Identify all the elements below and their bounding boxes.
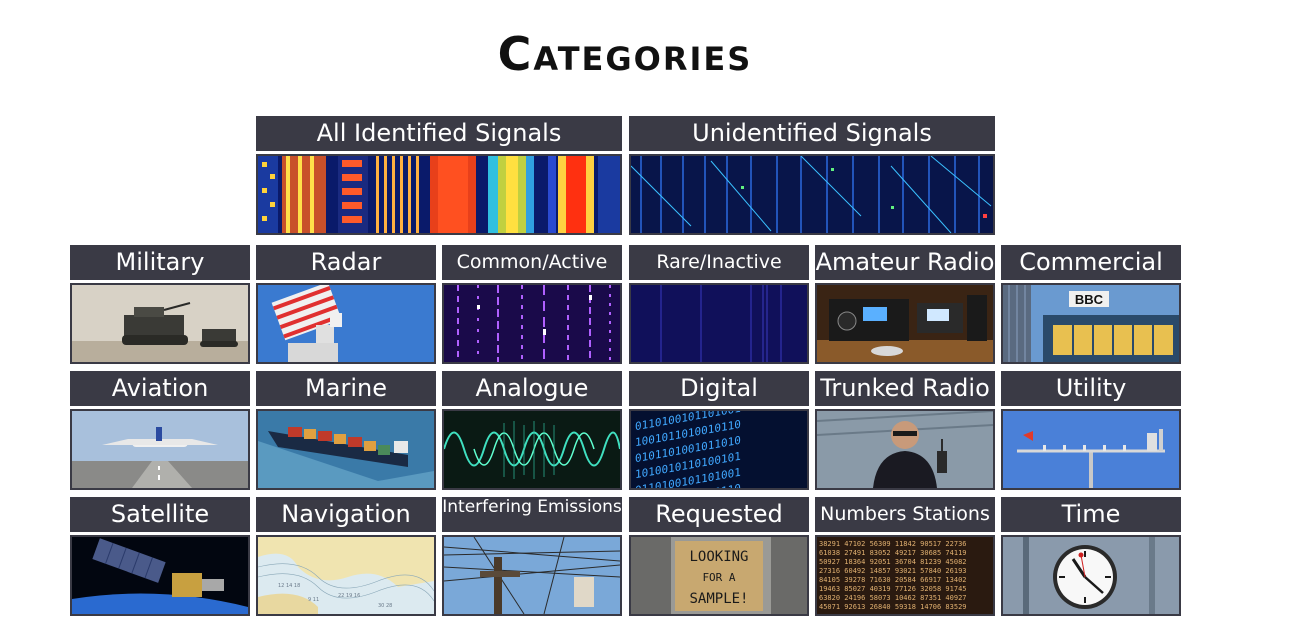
category-label: Military [70, 245, 250, 280]
category-numbers-stations[interactable]: Numbers Stations 38291 47102 56309 11842… [815, 497, 995, 618]
category-label: Utility [1001, 371, 1181, 406]
bbc-sign-text: BBC [1075, 292, 1104, 307]
spectrum-waterfall-blue-icon [629, 154, 995, 235]
category-all-identified-signals[interactable]: All Identified Signals [256, 116, 622, 237]
nautical-chart-icon: 12 14 18 22 19 16 30 28 9 11 [256, 535, 436, 616]
svg-text:22 19 16: 22 19 16 [338, 593, 360, 599]
numbers-grid-icon: 38291 47102 56309 11842 90517 22736 6103… [815, 535, 995, 616]
airplane-takeoff-icon [70, 409, 250, 490]
category-interfering-emissions[interactable]: Interfering Emissions [442, 497, 622, 618]
svg-text:9 11: 9 11 [308, 597, 319, 603]
waterfall-purple-icon [442, 283, 622, 364]
looking-for-sample-sign-icon: LOOKING FOR A SAMPLE! [629, 535, 809, 616]
category-requested[interactable]: Requested LOOKING FOR A SAMPLE! [629, 497, 809, 618]
category-label: Requested [629, 497, 809, 532]
category-marine[interactable]: Marine [256, 371, 436, 492]
waterfall-dark-blue-icon [629, 283, 809, 364]
binary-digits-icon: 0110100101101001 1001011010010110 010110… [629, 409, 809, 490]
category-label: Commercial [1001, 245, 1181, 280]
svg-text:61038 27491 83052 49217 30685: 61038 27491 83052 49217 30685 74119 [819, 549, 967, 557]
category-analogue[interactable]: Analogue [442, 371, 622, 492]
category-label: Analogue [442, 371, 622, 406]
category-label: Common/Active [442, 245, 622, 280]
category-common-active[interactable]: Common/Active [442, 245, 622, 366]
category-time[interactable]: Time [1001, 497, 1181, 618]
category-trunked-radio[interactable]: Trunked Radio [815, 371, 995, 492]
sign-line-3: SAMPLE! [689, 591, 748, 607]
category-aviation[interactable]: Aviation [70, 371, 250, 492]
container-ship-icon [256, 409, 436, 490]
category-label: Marine [256, 371, 436, 406]
category-label: Numbers Stations [815, 497, 995, 532]
category-label: Interfering Emissions [442, 497, 622, 532]
spectrum-waterfall-color-icon [256, 154, 622, 235]
category-label: Unidentified Signals [629, 116, 995, 151]
category-label: All Identified Signals [256, 116, 622, 151]
armored-vehicles-icon [70, 283, 250, 364]
bbc-building-icon: BBC [1001, 283, 1181, 364]
radio-transceiver-icon [815, 283, 995, 364]
officer-radio-icon [815, 409, 995, 490]
category-utility[interactable]: Utility [1001, 371, 1181, 492]
analog-waveform-icon [442, 409, 622, 490]
svg-text:30 28: 30 28 [378, 603, 392, 609]
category-label: Satellite [70, 497, 250, 532]
category-navigation[interactable]: Navigation 12 14 18 22 19 16 30 28 9 11 [256, 497, 436, 618]
category-radar[interactable]: Radar [256, 245, 436, 366]
svg-text:19463 85027 40319 77126 32058: 19463 85027 40319 77126 32058 91745 [819, 585, 967, 593]
category-label: Radar [256, 245, 436, 280]
category-military[interactable]: Military [70, 245, 250, 366]
category-rare-inactive[interactable]: Rare/Inactive [629, 245, 809, 366]
sign-line-2: FOR A [702, 571, 735, 584]
radar-antenna-icon [256, 283, 436, 364]
page-title: Categories [497, 27, 753, 81]
power-lines-icon [442, 535, 622, 616]
svg-text:63820 24196 58073 10462 87351: 63820 24196 58073 10462 87351 40927 [819, 594, 967, 602]
category-unidentified-signals[interactable]: Unidentified Signals [629, 116, 995, 237]
category-label: Navigation [256, 497, 436, 532]
weather-antenna-icon [1001, 409, 1181, 490]
svg-text:38291 47102 56309 11842 90517: 38291 47102 56309 11842 90517 22736 [819, 540, 967, 548]
category-label: Digital [629, 371, 809, 406]
station-clock-icon [1001, 535, 1181, 616]
svg-text:45071 92613 26840 59318 14706: 45071 92613 26840 59318 14706 83529 [819, 603, 967, 611]
svg-text:84105 39278 71630 20584 66917: 84105 39278 71630 20584 66917 13402 [819, 576, 967, 584]
svg-text:27316 60492 14857 93021 57840: 27316 60492 14857 93021 57840 26193 [819, 567, 967, 575]
category-satellite[interactable]: Satellite [70, 497, 250, 618]
category-label: Trunked Radio [815, 371, 995, 406]
category-label: Aviation [70, 371, 250, 406]
category-digital[interactable]: Digital 0110100101101001 100101101001011… [629, 371, 809, 492]
category-label: Rare/Inactive [629, 245, 809, 280]
sign-line-1: LOOKING [689, 549, 748, 565]
svg-text:50927 18364 92051 36704 81239: 50927 18364 92051 36704 81239 45082 [819, 558, 967, 566]
category-label: Time [1001, 497, 1181, 532]
category-label: Amateur Radio [815, 245, 995, 280]
category-amateur-radio[interactable]: Amateur Radio [815, 245, 995, 366]
svg-text:12 14 18: 12 14 18 [278, 583, 300, 589]
satellite-icon [70, 535, 250, 616]
category-commercial[interactable]: Commercial BBC [1001, 245, 1181, 366]
